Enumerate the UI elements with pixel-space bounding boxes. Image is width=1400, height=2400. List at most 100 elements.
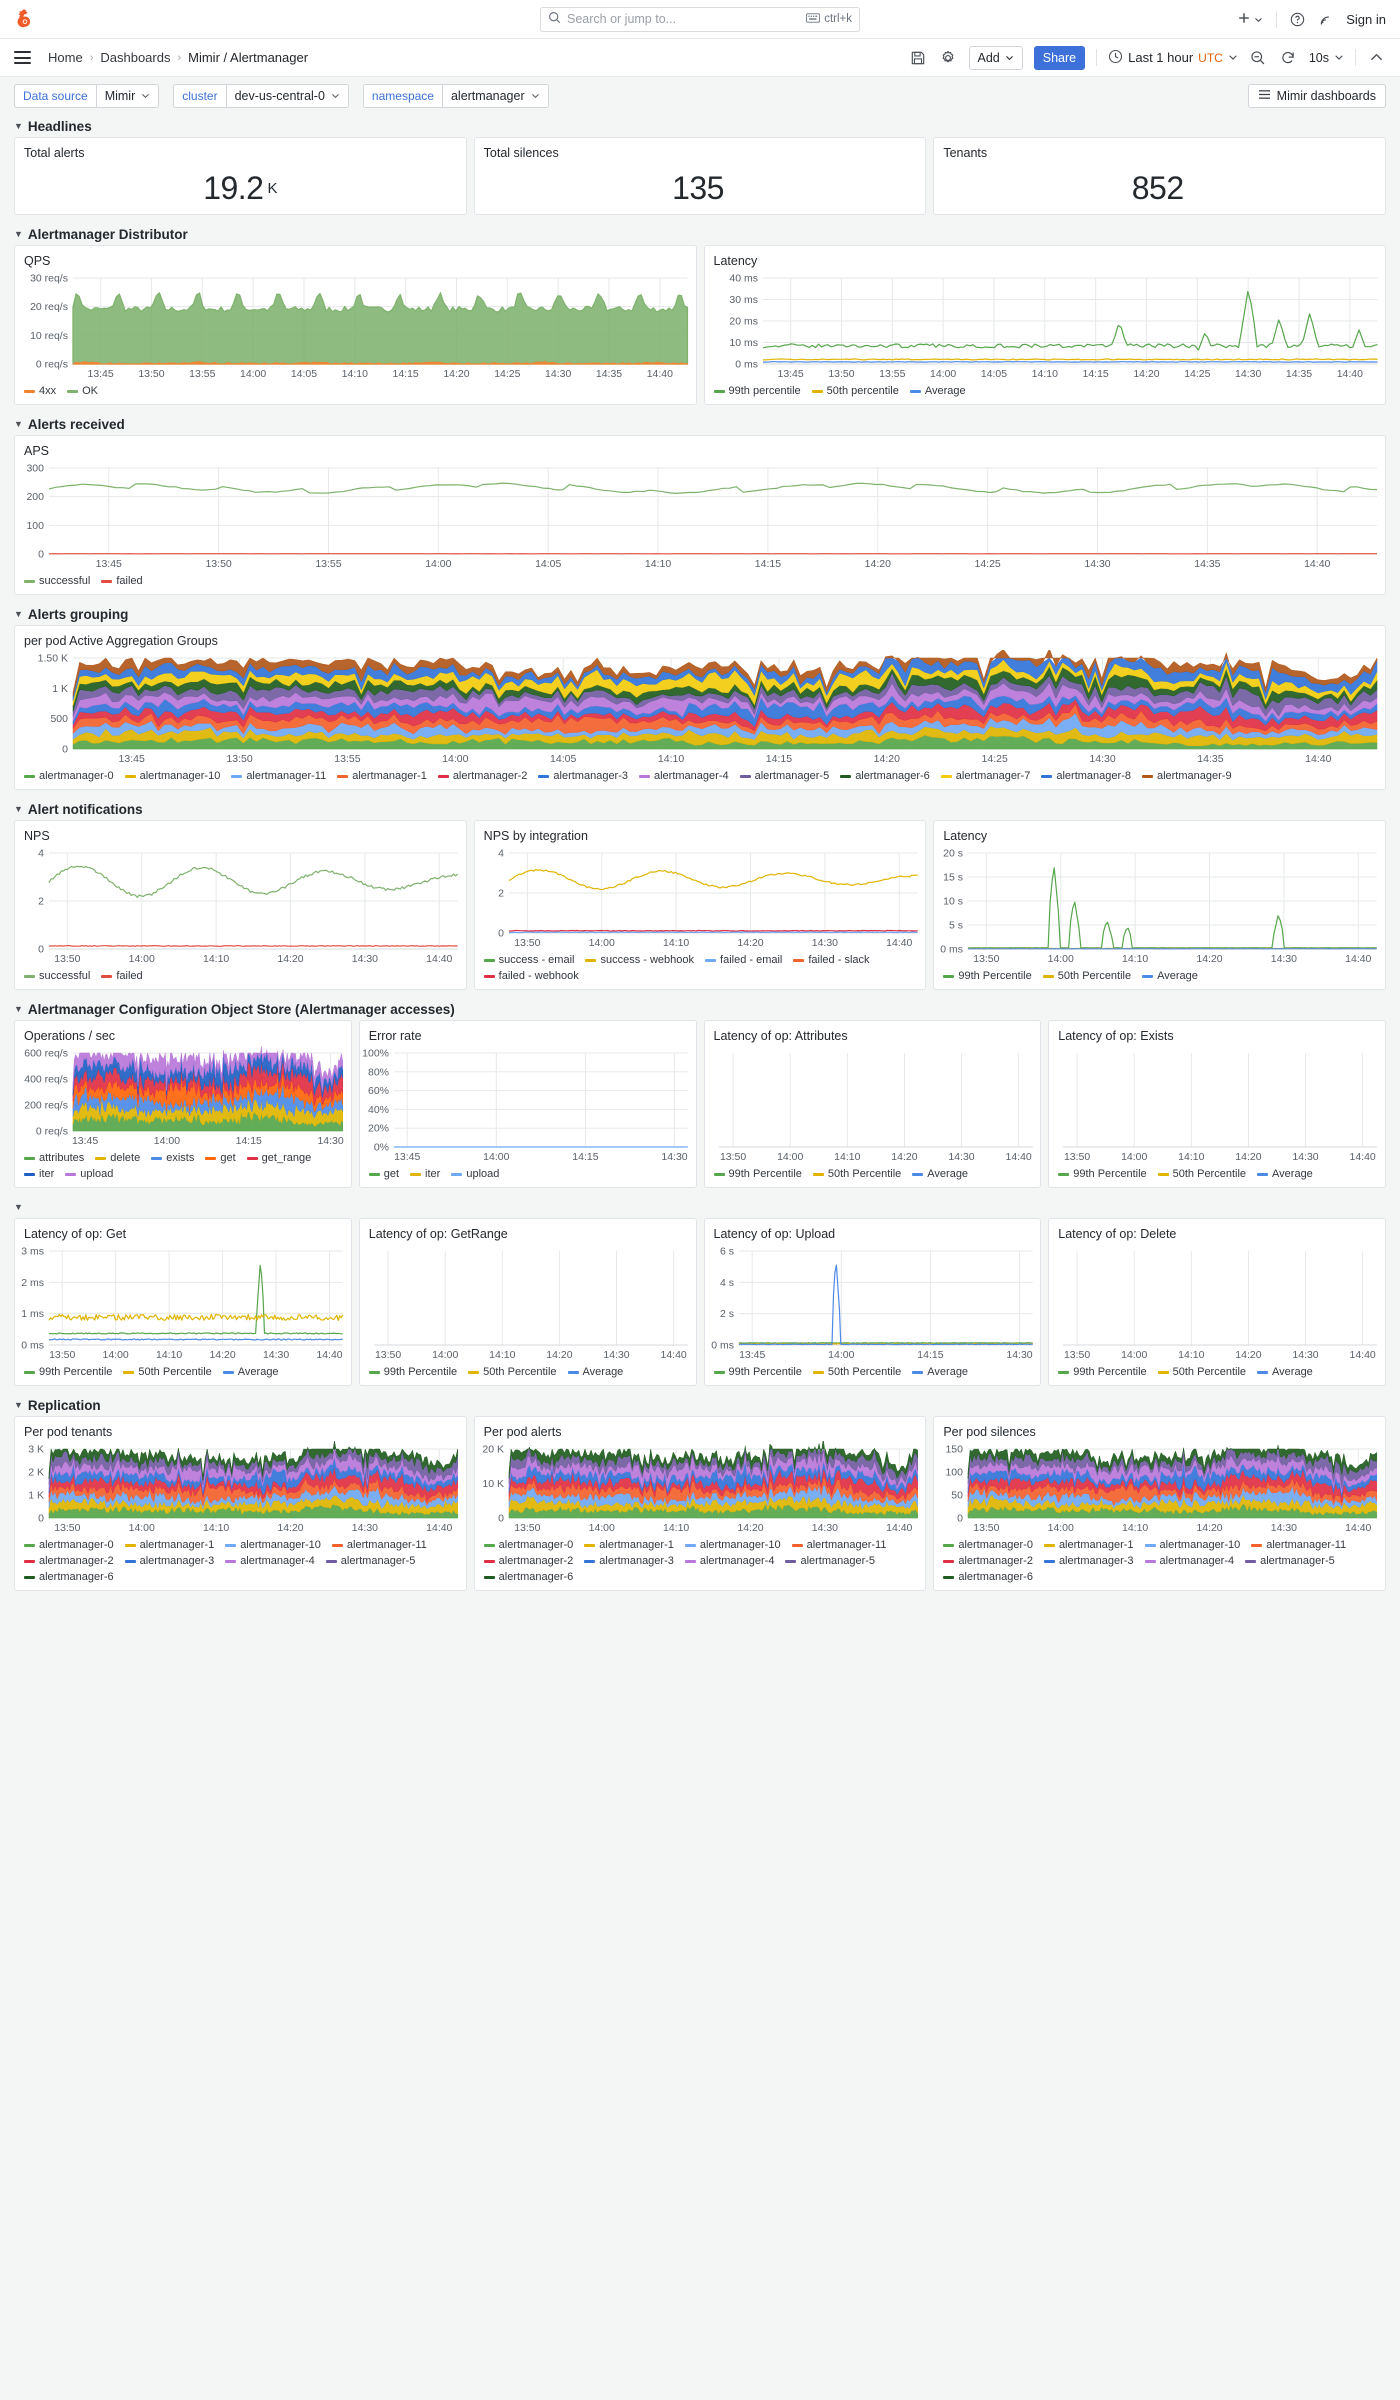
panel-qps[interactable]: QPS 0 req/s 10 req/s 20 req/s 30 req/s 13:45 1… [14,245,697,405]
legend-item[interactable]: get_range [246,1152,311,1164]
legend-item[interactable]: alertmanager-3 [538,770,628,782]
legend-item[interactable]: alertmanager-2 [943,1555,1033,1567]
chart-area[interactable]: 0 2 4 13:50 14:00 14:10 14:20 14:30 14:40 [475,845,926,951]
legend-item[interactable]: iter [24,1168,54,1180]
legend-item[interactable]: alertmanager-4 [225,1555,315,1567]
legend-item[interactable]: upload [65,1168,113,1180]
zoom-out-icon[interactable] [1249,48,1268,67]
legend-item[interactable]: Average [1142,970,1198,982]
legend-item[interactable]: alertmanager-1 [584,1539,674,1551]
mimir-dashboards-button[interactable]: Mimir dashboards [1247,84,1386,108]
legend-item[interactable]: alertmanager-2 [437,770,527,782]
panel-latency-exists[interactable]: Latency of op: Exists 13:50 14:00 14:10 14:2… [1048,1020,1386,1188]
legend-item[interactable]: upload [451,1168,499,1180]
panel-latency-upload[interactable]: Latency of op: Upload 0 ms 2 s 4 s 6 s 13:45 1… [703,1218,1042,1386]
panel-nps[interactable]: NPS 0 2 4 13:50 14:00 14:10 14:20 14:30 14:40 succ… [14,820,467,990]
legend-item[interactable]: alertmanager-4 [639,770,729,782]
chart-area[interactable]: 0 req/s 200 req/s 400 req/s 600 req/s 13:45 1… [15,1045,351,1149]
panel-latency-attributes[interactable]: Latency of op: Attributes 13:50 14:00 14:10… [703,1020,1042,1188]
legend-item[interactable]: alertmanager-7 [940,770,1030,782]
variable-select[interactable]: alertmanager [441,84,549,108]
section-header-object-store[interactable]: ▼ Alertmanager Configuration Object Stor… [0,998,1400,1020]
legend-item[interactable]: 50th Percentile [1157,1366,1246,1378]
legend-item[interactable]: 99th Percentile [368,1366,457,1378]
chart-area[interactable]: 0 500 1 K 1.50 K 13:45 13:50 13:55 14:00 14:05 14… [15,650,1385,767]
chart-area[interactable]: 0 10 K 20 K 13:50 14:00 14:10 14:20 14:30 14:40 [475,1441,926,1536]
legend-item[interactable]: 99th Percentile [713,1168,802,1180]
legend-item[interactable]: alertmanager-0 [943,1539,1033,1551]
refresh-icon[interactable] [1279,48,1298,67]
search-input[interactable]: Search or jump to... ctrl+k [540,6,860,32]
panel-latency-getrange[interactable]: Latency of op: GetRange 13:50 14:00 14:10 14… [358,1218,697,1386]
legend-item[interactable]: alertmanager-2 [483,1555,573,1567]
legend-item[interactable]: Average [222,1366,279,1378]
stat-panel-tenants[interactable]: Tenants 852 [933,137,1387,215]
legend-item[interactable]: alertmanager-6 [483,1571,573,1583]
legend-item[interactable]: alertmanager-5 [1245,1555,1335,1567]
chart-area[interactable]: 0 1 K 2 K 3 K 13:50 14:00 14:10 14:20 14:30 14:40 [15,1441,466,1536]
legend-item[interactable]: alertmanager-6 [943,1571,1033,1583]
legend-item[interactable]: get [368,1168,399,1180]
legend-item[interactable]: failed [101,970,143,982]
section-header-distributor[interactable]: ▼ Alertmanager Distributor [0,223,1400,245]
legend-item[interactable]: alertmanager-4 [684,1555,774,1567]
panel-per-pod-tenants[interactable]: Per pod tenants 0 1 K 2 K 3 K 13:50 14:00 14:10… [14,1416,467,1591]
section-header-alerts-received[interactable]: ▼ Alerts received [0,413,1400,435]
legend-item[interactable]: 99th Percentile [1058,1366,1147,1378]
add-panel-button[interactable]: Add [968,45,1023,70]
section-header-object-store-2[interactable]: ▼ [0,1196,1400,1218]
legend-item[interactable]: successful [24,575,90,587]
chart-area[interactable]: 0 2 4 13:50 14:00 14:10 14:20 14:30 14:40 [15,845,466,967]
chart-area[interactable]: 13:50 14:00 14:10 14:20 14:30 14:40 [1049,1243,1385,1363]
breadcrumb-dashboards[interactable]: Dashboards [100,50,171,65]
stat-panel-total-alerts[interactable]: Total alerts 19.2 K [14,137,467,215]
chart-area[interactable]: 13:50 14:00 14:10 14:20 14:30 14:40 [705,1045,1041,1165]
legend-item[interactable]: alertmanager-8 [1041,770,1131,782]
chart-area[interactable]: 0 ms 5 s 10 s 15 s 20 s 13:50 14:00 14:10 14:20 1… [934,845,1385,967]
chevron-up-icon[interactable] [1367,48,1386,67]
legend-item[interactable]: 50th Percentile [468,1366,557,1378]
legend-item[interactable]: Average [912,1168,968,1180]
legend-item[interactable]: alertmanager-6 [24,1571,114,1583]
chart-area[interactable]: 0 50 100 150 13:50 14:00 14:10 14:20 14:30 14:40 [934,1441,1385,1536]
legend-item[interactable]: 4xx [24,385,56,397]
chart-area[interactable]: 0 ms 2 s 4 s 6 s 13:45 14:00 14:15 14:30 [705,1243,1041,1363]
section-header-alerts-grouping[interactable]: ▼ Alerts grouping [0,603,1400,625]
legend-item[interactable]: alertmanager-0 [483,1539,573,1551]
legend-item[interactable]: alertmanager-3 [584,1555,674,1567]
panel-latency-distributor[interactable]: Latency 0 ms 10 ms 20 ms 30 ms 40 ms 13:45 13:5… [703,245,1386,405]
legend-item[interactable]: alertmanager-0 [24,770,114,782]
hamburger-menu-icon[interactable] [14,51,31,64]
legend-item[interactable]: alertmanager-10 [124,770,220,782]
legend-item[interactable]: success - webhook [585,954,694,966]
legend-item[interactable]: alertmanager-3 [124,1555,214,1567]
legend-item[interactable]: get [205,1152,236,1164]
chart-area[interactable]: 0 ms 10 ms 20 ms 30 ms 40 ms 13:45 13:50 13:55 1… [705,270,1386,382]
help-circle-icon[interactable] [1290,12,1305,27]
panel-latency-get[interactable]: Latency of op: Get 0 ms 1 ms 2 ms 3 ms 13:50 1… [14,1218,352,1386]
legend-item[interactable]: alertmanager-5 [325,1555,415,1567]
legend-item[interactable]: alertmanager-10 [225,1539,321,1551]
legend-item[interactable]: Average [1257,1366,1313,1378]
legend-item[interactable]: 50th percentile [811,385,899,397]
chart-area[interactable]: 0% 20% 40% 60% 80% 100% 13:45 14:00 14:15 14:30 [360,1045,696,1165]
variable-select[interactable]: Mimir [95,84,160,108]
legend-item[interactable]: attributes [24,1152,84,1164]
panel-error-rate[interactable]: Error rate 0% 20% 40% 60% 80% 100% 13:45 14:00 14… [358,1020,697,1188]
global-search[interactable]: Search or jump to... ctrl+k [540,6,860,32]
legend-item[interactable]: successful [24,970,90,982]
legend-item[interactable]: alertmanager-1 [337,770,427,782]
panel-latency-delete[interactable]: Latency of op: Delete 13:50 14:00 14:10 14:2… [1048,1218,1386,1386]
legend-item[interactable]: exists [151,1152,194,1164]
save-disk-icon[interactable] [909,48,928,67]
legend-item[interactable]: iter [410,1168,440,1180]
legend-item[interactable]: 50th Percentile [1042,970,1131,982]
legend-item[interactable]: alertmanager-9 [1141,770,1232,782]
legend-item[interactable]: alertmanager-11 [331,1539,427,1551]
add-menu-button[interactable] [1237,11,1263,28]
breadcrumb-current[interactable]: Mimir / Alertmanager [188,50,309,65]
panel-latency-notifications[interactable]: Latency 0 ms 5 s 10 s 15 s 20 s 13:50 14:00 14:1… [933,820,1387,990]
legend-item[interactable]: 99th Percentile [943,970,1032,982]
variable-select[interactable]: dev-us-central-0 [225,84,349,108]
legend-item[interactable]: failed - email [705,954,782,966]
